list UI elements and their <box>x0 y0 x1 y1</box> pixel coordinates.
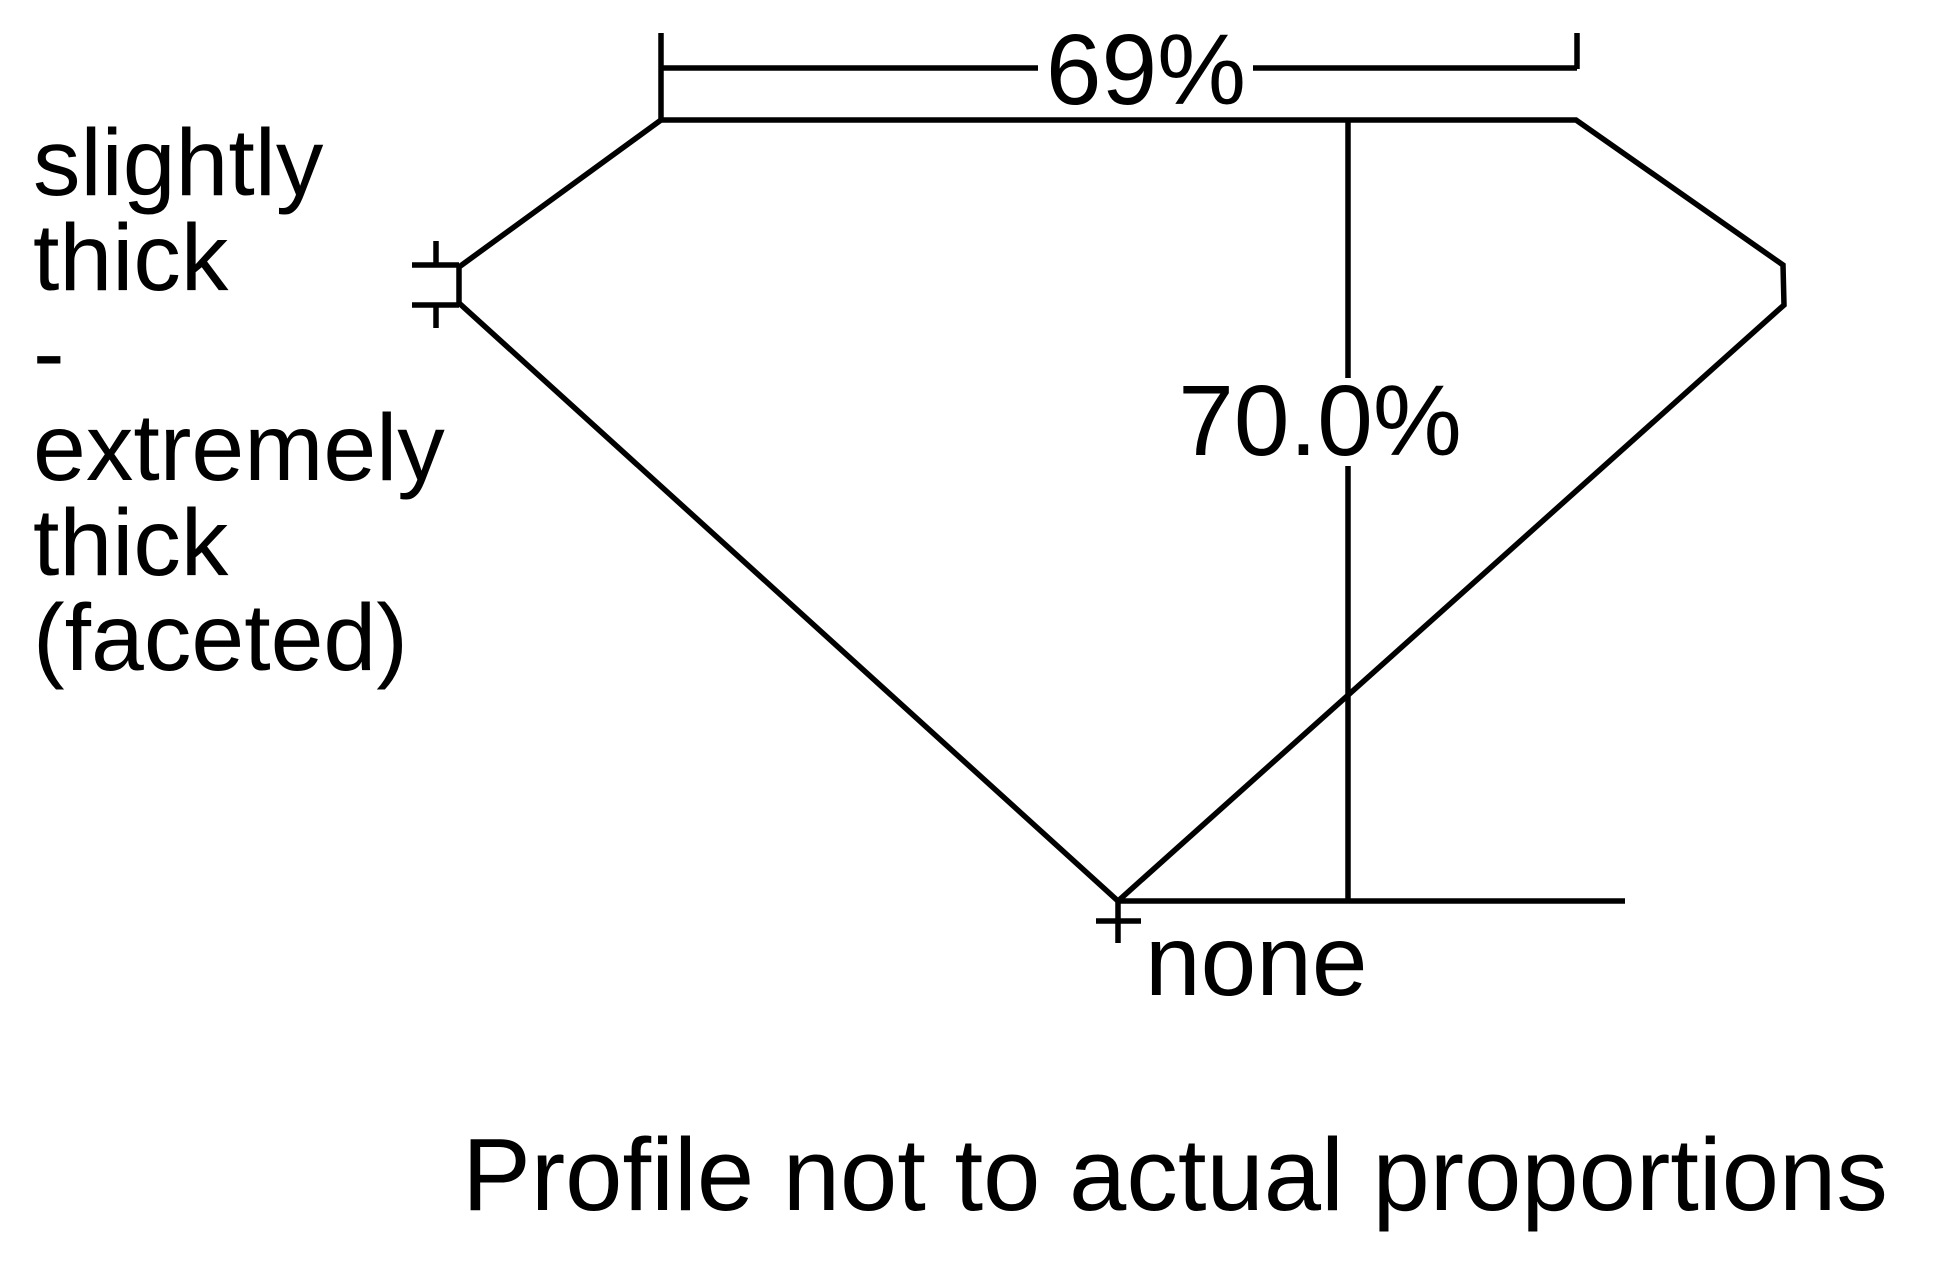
girdle-label-line-6: (faceted) <box>33 585 408 691</box>
table-width-percent-label: 69% <box>1046 14 1246 126</box>
girdle-label-line-1: slightly <box>33 110 324 216</box>
girdle-label-line-5: thick <box>33 490 229 596</box>
culet-indicator: none <box>1096 898 1625 1017</box>
girdle-indicator-marks <box>412 241 459 328</box>
culet-label: none <box>1145 905 1367 1017</box>
table-width-measurement: 69% <box>658 14 1580 126</box>
girdle-thickness-label: slightly thick - extremely thick (facete… <box>33 110 445 691</box>
girdle-label-line-3: - <box>33 300 65 406</box>
diamond-outline <box>456 117 1787 905</box>
depth-percent-label: 70.0% <box>1178 365 1462 477</box>
girdle-label-line-4: extremely <box>33 395 445 501</box>
girdle-label-line-2: thick <box>33 205 229 311</box>
depth-measurement: 70.0% <box>1178 120 1462 901</box>
caption-text: Profile not to actual proportions <box>462 1117 1888 1232</box>
